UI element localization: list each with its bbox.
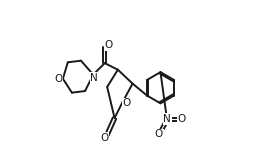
Text: O: O (100, 133, 109, 143)
Text: O: O (105, 40, 113, 50)
Text: O: O (155, 130, 163, 139)
Text: N: N (163, 114, 171, 124)
Text: O: O (54, 74, 62, 84)
Text: N: N (90, 73, 98, 83)
Text: O: O (178, 114, 186, 124)
Text: O: O (123, 98, 131, 108)
